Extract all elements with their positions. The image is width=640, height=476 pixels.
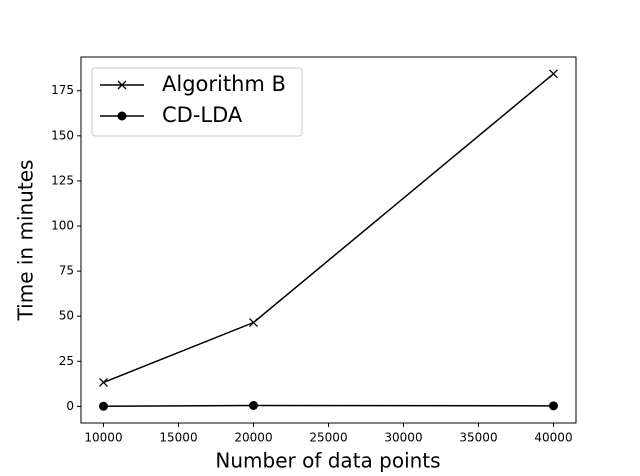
y-tick-label: 100 — [51, 219, 74, 233]
x-axis-label: Number of data points — [215, 449, 440, 473]
marker-dot — [549, 401, 558, 411]
legend-box — [91, 67, 303, 137]
x-tick-label: 25000 — [309, 431, 347, 445]
legend-marker — [117, 111, 127, 121]
y-tick-label: 150 — [51, 128, 74, 142]
x-tick-label: 15000 — [159, 431, 197, 445]
y-axis-label: Time in minutes — [14, 160, 38, 322]
y-tick-label: 125 — [51, 173, 74, 187]
marker-x — [549, 69, 558, 79]
x-tick-label: 20000 — [234, 431, 272, 445]
x-tick-label: 30000 — [384, 431, 422, 445]
y-tick-label: 75 — [59, 264, 74, 278]
y-tick-label: 0 — [66, 399, 74, 413]
plot-frame — [80, 56, 577, 424]
legend-label: Algorithm B — [162, 72, 286, 96]
series-line — [103, 404, 554, 407]
marker-x — [99, 377, 108, 387]
legend-label: CD-LDA — [162, 103, 243, 127]
marker-dot — [99, 401, 108, 411]
y-tick-label: 25 — [59, 354, 74, 368]
legend-marker — [117, 80, 127, 90]
y-tick-label: 50 — [59, 309, 74, 323]
marker-x — [249, 318, 258, 327]
x-tick-label: 40000 — [534, 431, 572, 445]
x-tick-label: 35000 — [459, 431, 497, 445]
marker-dot — [249, 401, 258, 411]
y-tick-label: 175 — [51, 83, 74, 97]
x-tick-label: 10000 — [84, 431, 122, 445]
